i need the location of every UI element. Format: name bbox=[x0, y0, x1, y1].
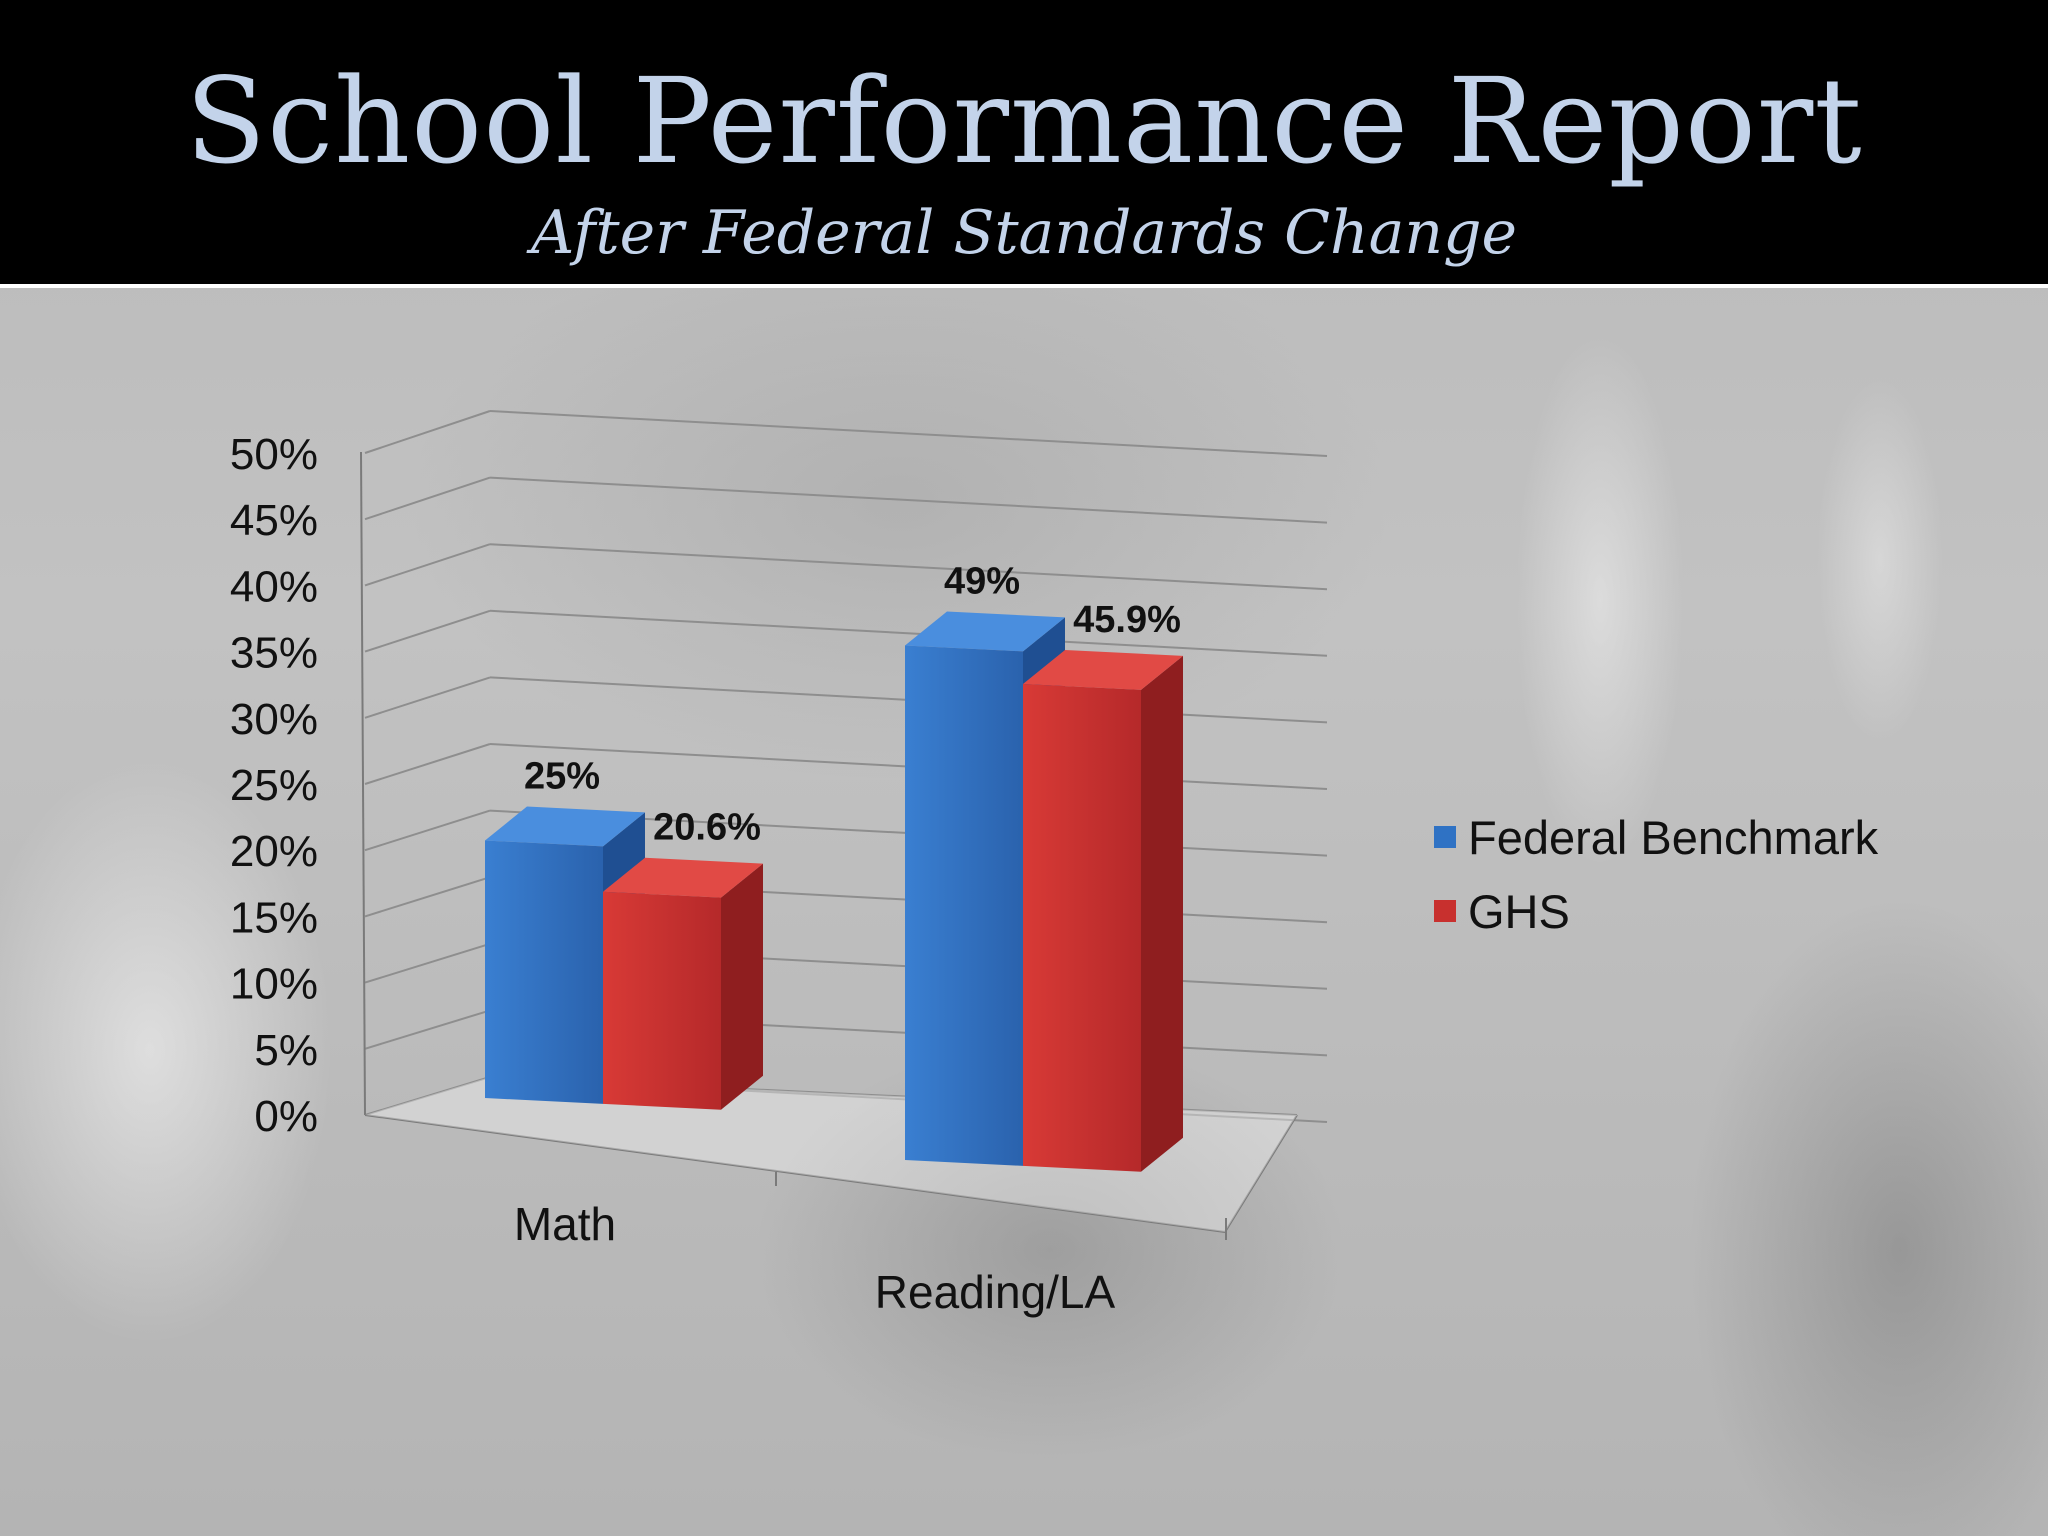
legend-swatch-federal-benchmark bbox=[1434, 826, 1456, 848]
gridline-side bbox=[364, 1009, 491, 1050]
gridline-side bbox=[364, 476, 491, 521]
bar-side-face bbox=[721, 863, 763, 1110]
gridline bbox=[489, 609, 1328, 657]
gridline bbox=[489, 543, 1328, 591]
slide-subtitle: After Federal Standards Change bbox=[531, 198, 1517, 268]
y-axis bbox=[360, 451, 366, 1116]
chart-bars bbox=[485, 611, 1183, 1172]
bar-top-face bbox=[905, 611, 1065, 652]
y-tick-label: 10% bbox=[230, 960, 318, 1009]
y-tick-label: 25% bbox=[230, 761, 318, 810]
x-tick-label: Reading/LA bbox=[875, 1266, 1116, 1318]
bar-reading-la-ghs bbox=[1023, 649, 1183, 1172]
chart-labels: 0% 5% 10% 15% 20% 25% 30% 35% 40% 45% 50% Math Readi… bbox=[230, 430, 1181, 1318]
data-label: 49% bbox=[944, 561, 1020, 603]
title-banner: School Performance Report After Federal … bbox=[0, 0, 2048, 288]
data-label: 25% bbox=[524, 756, 600, 798]
y-tick-label: 0% bbox=[254, 1092, 318, 1141]
bar-top-face bbox=[485, 806, 645, 847]
x-tick-label: Math bbox=[514, 1198, 616, 1250]
chart-legend: Federal Benchmark GHS bbox=[1434, 800, 1878, 948]
bar-top-face bbox=[603, 857, 763, 898]
gridline-side bbox=[364, 743, 491, 785]
y-tick-label: 15% bbox=[230, 893, 318, 942]
data-label: 45.9% bbox=[1073, 599, 1181, 641]
bar-front-face bbox=[1023, 683, 1141, 1172]
y-tick-label: 45% bbox=[230, 496, 318, 545]
bar-math-ghs bbox=[603, 857, 763, 1110]
bar-front-face bbox=[905, 645, 1023, 1166]
y-tick-label: 40% bbox=[230, 562, 318, 611]
gridline-side bbox=[364, 1076, 491, 1116]
gridline-side bbox=[364, 410, 491, 454]
bar-side-face bbox=[1141, 655, 1183, 1172]
data-label: 20.6% bbox=[653, 807, 761, 849]
y-tick-label: 50% bbox=[230, 430, 318, 479]
slide-title: School Performance Report bbox=[185, 52, 1863, 190]
legend-label: GHS bbox=[1468, 884, 1570, 938]
y-tick-label: 35% bbox=[230, 629, 318, 678]
gridline-side bbox=[364, 543, 491, 587]
gridline bbox=[489, 476, 1328, 524]
y-tick-label: 5% bbox=[254, 1026, 318, 1075]
floor-edge bbox=[1224, 1114, 1298, 1233]
bar-top-face bbox=[1023, 649, 1183, 690]
bar-front-face bbox=[603, 891, 721, 1110]
gridline-side bbox=[364, 876, 491, 918]
y-tick-label: 20% bbox=[230, 827, 318, 876]
legend-item-ghs: GHS bbox=[1434, 874, 1878, 948]
gridline-side bbox=[364, 942, 491, 984]
gridline bbox=[489, 410, 1328, 457]
x-axis bbox=[364, 1114, 1226, 1233]
gridline-side bbox=[364, 809, 491, 852]
bar-front-face bbox=[485, 840, 603, 1104]
gridline-side bbox=[364, 676, 491, 719]
legend-item-federal-benchmark: Federal Benchmark bbox=[1434, 800, 1878, 874]
legend-swatch-ghs bbox=[1434, 900, 1456, 922]
legend-label: Federal Benchmark bbox=[1468, 810, 1879, 864]
gridline-side bbox=[364, 609, 491, 653]
y-tick-label: 30% bbox=[230, 695, 318, 744]
